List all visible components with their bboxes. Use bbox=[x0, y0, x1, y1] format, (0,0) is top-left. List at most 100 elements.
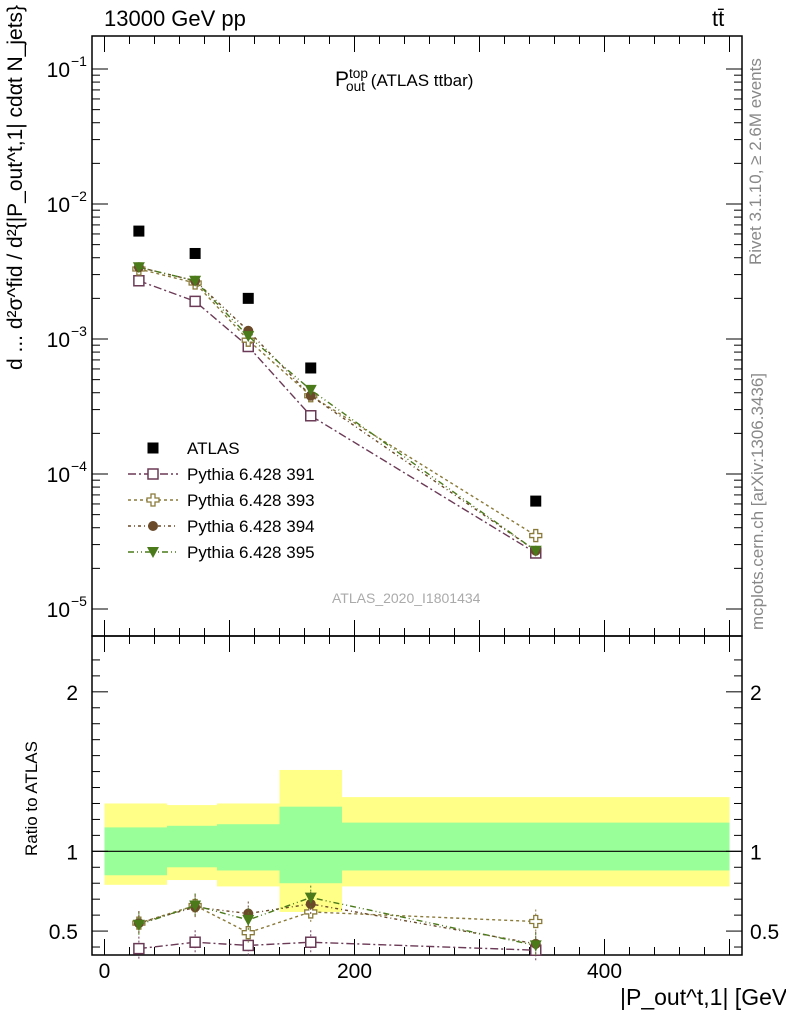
data-point-p391-shape bbox=[133, 275, 145, 287]
y-tick-label: 10 bbox=[47, 59, 70, 82]
legend-label-p395: Pythia 6.428 395 bbox=[187, 543, 315, 562]
data-point-p391-shape bbox=[305, 410, 317, 422]
legend-marker-p393-shape bbox=[146, 493, 160, 507]
ratio-point-p391 bbox=[189, 936, 201, 948]
ratio-point-p393-shape bbox=[304, 905, 318, 919]
y-tick-label: 10 bbox=[47, 599, 70, 622]
ratio-point-p395-shape bbox=[304, 892, 317, 904]
data-point-atlas-shape bbox=[133, 225, 145, 237]
data-point-atlas-shape bbox=[530, 495, 542, 507]
data-point-p395 bbox=[132, 262, 145, 274]
ratio-line-p395 bbox=[138, 896, 536, 947]
y-tick-label: 10 bbox=[47, 329, 70, 352]
ratio-point-p391-shape bbox=[305, 936, 317, 948]
data-point-p391 bbox=[133, 275, 145, 287]
ratio-point-p391 bbox=[133, 942, 145, 955]
ratio-y-tick-label-right: 1 bbox=[750, 841, 762, 864]
ratio-band-inner bbox=[217, 824, 280, 871]
ratio-point-p391 bbox=[242, 939, 254, 952]
y-tick-label-exponent: −4 bbox=[71, 458, 87, 474]
data-point-p393-shape bbox=[529, 528, 543, 543]
data-point-atlas bbox=[189, 247, 201, 259]
rivet-version-label: Rivet 3.1.10, ≥ 2.6M events bbox=[746, 58, 765, 265]
ratio-point-p393 bbox=[241, 926, 255, 940]
ratio-point-p394 bbox=[305, 898, 316, 909]
x-axis-label: |P_out^t,1| [GeV] bbox=[620, 984, 786, 1010]
data-point-p395 bbox=[529, 545, 542, 557]
data-point-p391 bbox=[189, 295, 201, 308]
legend-label-p393: Pythia 6.428 393 bbox=[187, 491, 315, 510]
ratio-band-inner bbox=[342, 822, 730, 871]
ratio-line-p391 bbox=[138, 941, 536, 951]
series-line-p393 bbox=[138, 268, 537, 537]
ratio-point-p395 bbox=[132, 919, 145, 931]
ratio-point-p395 bbox=[189, 900, 202, 912]
data-point-atlas bbox=[242, 292, 254, 304]
ratio-point-p391 bbox=[305, 936, 317, 948]
y-tick-label: 10 bbox=[47, 464, 70, 487]
ratio-panel-frame bbox=[91, 635, 743, 956]
plot-title: Ptopout (ATLAS ttbar) bbox=[335, 66, 473, 94]
header-collision-label: 13000 GeV pp bbox=[104, 6, 246, 31]
ratio-point-p393-shape bbox=[241, 926, 255, 940]
legend-marker-p394 bbox=[148, 521, 158, 531]
data-point-p395-shape bbox=[304, 384, 317, 396]
y-tick-label-exponent: −3 bbox=[71, 323, 87, 339]
ratio-y-tick-label-left: 0.5 bbox=[49, 921, 78, 944]
data-point-p395-shape bbox=[242, 331, 255, 343]
ratio-point-p391-shape bbox=[242, 939, 254, 952]
ratio-axis-label: Ratio to ATLAS bbox=[22, 741, 41, 856]
ratio-point-p391-shape bbox=[189, 936, 201, 948]
ratio-y-tick-label-left: 2 bbox=[66, 682, 78, 705]
data-point-atlas-shape bbox=[242, 292, 254, 304]
ratio-point-p395-shape bbox=[132, 919, 145, 931]
ratio-point-p393 bbox=[529, 914, 543, 929]
legend-marker-p391 bbox=[147, 468, 159, 480]
y-tick-label-exponent: −2 bbox=[71, 188, 87, 204]
data-point-p395 bbox=[304, 384, 317, 396]
plot-title-main: P bbox=[335, 68, 350, 91]
legend-marker-p393 bbox=[146, 493, 160, 507]
ratio-point-p394-shape bbox=[305, 898, 316, 909]
data-point-p395 bbox=[242, 331, 255, 343]
ratio-point-p393-shape bbox=[529, 914, 543, 929]
data-point-atlas-shape bbox=[305, 362, 317, 374]
data-point-p395 bbox=[189, 275, 202, 287]
ratio-line-p393 bbox=[138, 904, 536, 934]
data-point-p395-shape bbox=[132, 262, 145, 274]
ratio-y-tick-label-left: 1 bbox=[66, 841, 78, 864]
legend-label-p391: Pythia 6.428 391 bbox=[187, 465, 315, 484]
ratio-point-p395 bbox=[304, 892, 317, 904]
ratio-point-p395-shape bbox=[189, 900, 202, 912]
ratio-point-p395-shape bbox=[529, 940, 542, 952]
legend-marker-p395 bbox=[147, 547, 159, 558]
ratio-point-p395-shape bbox=[242, 914, 255, 926]
data-point-atlas bbox=[530, 495, 542, 507]
ratio-point-p393 bbox=[304, 905, 318, 919]
ratio-point-p391-shape bbox=[133, 942, 145, 955]
plot-title-sub: out bbox=[345, 79, 365, 95]
ratio-point-p395 bbox=[529, 940, 542, 952]
ratio-y-tick-label-right: 2 bbox=[750, 682, 762, 705]
x-tick-label: 400 bbox=[587, 960, 622, 983]
data-point-p395-shape bbox=[529, 545, 542, 557]
plot-title-rest: (ATLAS ttbar) bbox=[370, 71, 474, 90]
data-point-atlas bbox=[305, 362, 317, 374]
data-point-p391-shape bbox=[189, 295, 201, 308]
data-point-atlas-shape bbox=[189, 247, 201, 259]
y-tick-label: 10 bbox=[47, 194, 70, 217]
analysis-id-label: ATLAS_2020_I1801434 bbox=[332, 590, 481, 606]
x-tick-label: 200 bbox=[337, 960, 372, 983]
ratio-band-inner bbox=[167, 825, 217, 868]
data-point-p393 bbox=[529, 528, 543, 543]
y-tick-label-exponent: −5 bbox=[71, 593, 87, 609]
mcplots-label: mcplots.cern.ch [arXiv:1306.3436] bbox=[748, 372, 767, 630]
legend-marker-p394-shape bbox=[148, 521, 158, 531]
ratio-point-p395 bbox=[242, 914, 255, 926]
series-line-p391 bbox=[138, 280, 537, 554]
legend-marker-atlas bbox=[147, 442, 159, 454]
plot-title-sup: top bbox=[349, 66, 368, 81]
legend-label-atlas: ATLAS bbox=[187, 439, 240, 458]
y-axis-label: d ... d²σ^fid / d²{|P_out^t,1| cdαt N_je… bbox=[4, 0, 27, 370]
